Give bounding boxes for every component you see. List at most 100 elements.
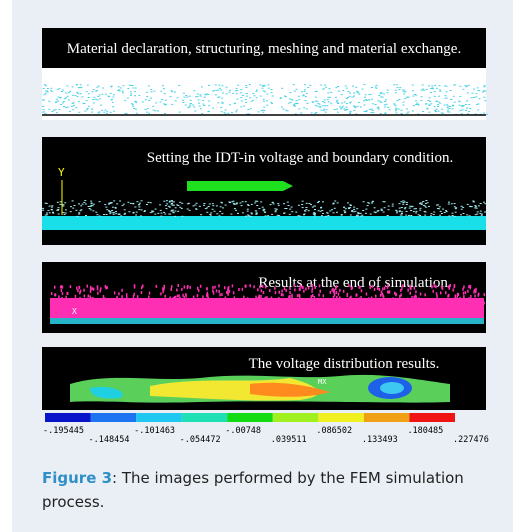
mesh-node [220,107,222,108]
mesh-node [425,200,427,201]
mesh-node [215,90,217,91]
mesh-node [56,112,58,113]
mesh-node [290,102,292,103]
mesh-node [430,88,432,89]
mesh-node [216,213,218,214]
mesh-node [454,102,456,103]
mesh-node [409,308,411,311]
mesh-node [51,111,53,112]
mesh-node [135,109,137,110]
mesh-node [136,201,138,202]
mesh-node [465,85,467,86]
mesh-node [298,96,300,97]
mesh-node [296,89,298,90]
mesh-node [121,306,123,309]
mesh-node [455,208,457,209]
mesh-node [353,310,355,313]
mesh-node [61,91,63,92]
mesh-node [212,289,214,292]
mesh-node [310,204,312,205]
mesh-node [43,88,45,89]
mesh-node [327,99,329,100]
mesh-node [125,113,127,114]
mesh-node [204,97,206,98]
mesh-node [320,207,322,208]
mesh-node [233,203,235,204]
mesh-node [291,207,293,208]
mesh-node [315,105,317,106]
mesh-node [116,203,118,204]
mesh-node [115,211,117,212]
mesh-node [132,85,134,86]
mesh-node [359,286,361,289]
mesh-node [75,295,77,298]
mesh-node [336,212,338,213]
mesh-node [318,294,320,297]
mesh-node [163,88,165,89]
mesh-node [452,213,454,214]
mesh-node [51,207,53,208]
mesh-node [209,300,211,303]
mesh-node [454,305,456,308]
mesh-node [326,302,328,305]
mesh-node [78,203,80,204]
mesh-node [334,289,336,292]
mesh-node [138,209,140,210]
mesh-node [459,297,461,300]
mesh-node [349,204,351,205]
mesh-node [281,301,283,304]
mesh-node [104,204,106,205]
mesh-node [103,214,105,215]
mesh-node [224,309,226,312]
mesh-node [112,303,114,306]
mesh-node [434,85,436,86]
mesh-node [438,101,440,102]
mesh-node [447,295,449,298]
mesh-node [483,86,485,87]
mesh-node [318,201,320,202]
mesh-node [370,214,372,215]
mesh-node [484,212,486,213]
mesh-node [185,105,187,106]
mesh-node [452,108,454,109]
mesh-node [379,288,381,291]
mesh-node [134,286,136,289]
mesh-node [382,201,384,202]
mesh-node [108,96,110,97]
mesh-node [95,91,97,92]
mesh-node [89,309,91,312]
mesh-node [409,208,411,209]
mesh-node [231,112,233,113]
mesh-node [87,300,89,303]
mesh-node [380,96,382,97]
mesh-node [383,94,385,95]
mesh-node [350,306,352,309]
mesh-node [136,113,138,114]
mesh-node [289,98,291,99]
mesh-node [191,299,193,302]
mesh-node [466,214,468,215]
mesh-node [99,98,101,99]
mesh-node [268,88,270,89]
mesh-node [306,306,308,309]
mesh-node [400,293,402,296]
mesh-node [343,307,345,310]
mesh-node [330,103,332,104]
mesh-node [333,310,335,313]
mesh-node [173,310,175,313]
mesh-node [399,211,401,212]
mesh-node [262,88,264,89]
mesh-node [255,296,256,299]
mesh-node [160,102,162,103]
mesh-node [264,212,266,213]
mesh-node [486,114,488,115]
mesh-node [203,105,205,106]
mesh-node [363,201,365,202]
mesh-node [92,297,94,300]
mesh-node [42,208,44,209]
mesh-node [248,311,250,314]
mesh-node [298,108,300,109]
mesh-node [150,306,152,309]
mesh-node [265,297,267,300]
mesh-node [298,303,300,306]
